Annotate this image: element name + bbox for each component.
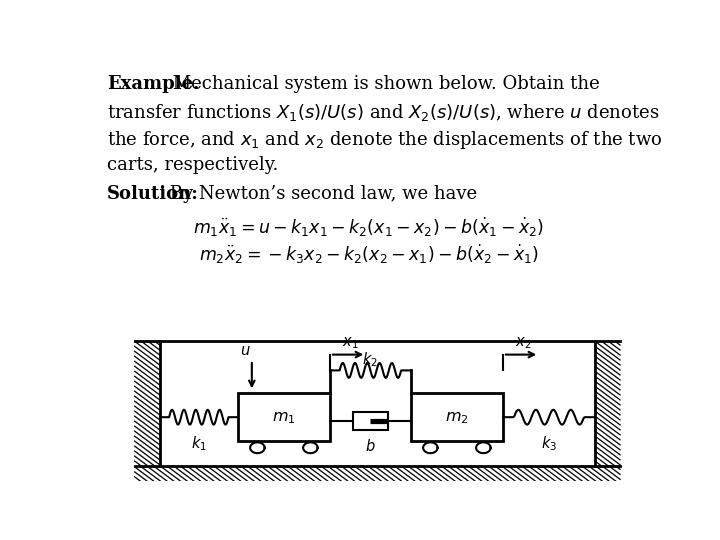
Text: $k_1$: $k_1$	[191, 435, 207, 454]
Bar	[238, 393, 330, 441]
Text: $m_2\ddot{x}_2 = -k_3x_2 - k_2(x_2 - x_1) - b(\dot{x}_2 - \dot{x}_1)$: $m_2\ddot{x}_2 = -k_3x_2 - k_2(x_2 - x_1…	[199, 242, 539, 266]
Text: $m_2$: $m_2$	[445, 409, 469, 426]
Text: $m_1\ddot{x}_1 = u - k_1x_1 - k_2(x_1 - x_2) - b(\dot{x}_1 - \dot{x}_2)$: $m_1\ddot{x}_1 = u - k_1x_1 - k_2(x_1 - …	[194, 215, 544, 239]
Text: $u$: $u$	[240, 344, 251, 358]
Text: By Newton’s second law, we have: By Newton’s second law, we have	[164, 185, 477, 204]
Text: $x_2$: $x_2$	[516, 335, 531, 352]
Text: $k_2$: $k_2$	[362, 350, 378, 369]
Text: the force, and $x_1$ and $x_2$ denote the displacements of the two: the force, and $x_1$ and $x_2$ denote th…	[107, 129, 662, 151]
Text: $m_1$: $m_1$	[272, 409, 296, 426]
Text: transfer functions $X_1(s)/U(s)$ and $X_2(s)/U(s)$, where $u$ denotes: transfer functions $X_1(s)/U(s)$ and $X_…	[107, 102, 660, 123]
Text: carts, respectively.: carts, respectively.	[107, 156, 278, 174]
Bar	[411, 393, 503, 441]
Text: $k_3$: $k_3$	[541, 435, 557, 454]
Text: Mechanical system is shown below. Obtain the: Mechanical system is shown below. Obtain…	[167, 75, 600, 93]
Text: Solution:: Solution:	[107, 185, 199, 204]
Text: Example.: Example.	[107, 75, 199, 93]
Bar	[353, 412, 388, 430]
Text: $x_1$: $x_1$	[342, 335, 359, 352]
Text: $b$: $b$	[365, 438, 376, 455]
